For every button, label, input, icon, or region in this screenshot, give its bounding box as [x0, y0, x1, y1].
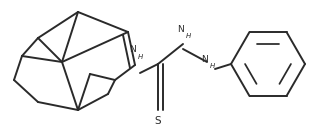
- Text: H: H: [138, 54, 143, 60]
- Text: S: S: [155, 116, 161, 126]
- Text: N: N: [202, 55, 208, 63]
- Text: H: H: [186, 33, 191, 39]
- Text: N: N: [130, 46, 136, 55]
- Text: H: H: [210, 63, 215, 69]
- Text: N: N: [178, 25, 184, 34]
